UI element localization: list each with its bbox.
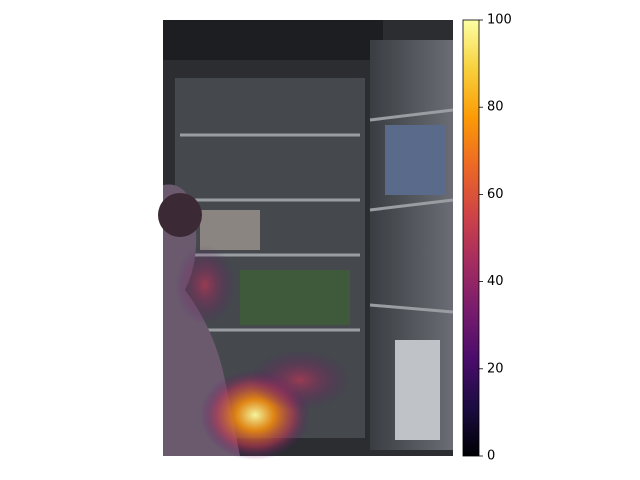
colorbar-tick-label: 0 bbox=[487, 449, 495, 464]
bottles bbox=[385, 125, 445, 195]
vegetables bbox=[240, 270, 350, 325]
colorbar: 0 20 40 60 80 100 bbox=[462, 13, 512, 464]
colorbar-tick-label: 80 bbox=[487, 100, 504, 115]
person-head bbox=[158, 193, 202, 237]
colorbar-outline bbox=[462, 19, 480, 457]
saliency-region bbox=[175, 245, 235, 325]
image bbox=[158, 20, 454, 460]
freezer bbox=[163, 20, 383, 60]
colorbar-tick-label: 60 bbox=[487, 187, 504, 202]
colorbar-tick-label: 100 bbox=[487, 13, 512, 28]
dish bbox=[200, 210, 260, 250]
milk-jug bbox=[395, 340, 440, 440]
colorbar-tick-label: 20 bbox=[487, 361, 504, 376]
colorbar-fill bbox=[463, 20, 479, 456]
saliency-region bbox=[250, 350, 350, 410]
colorbar-tick-label: 40 bbox=[487, 274, 504, 289]
